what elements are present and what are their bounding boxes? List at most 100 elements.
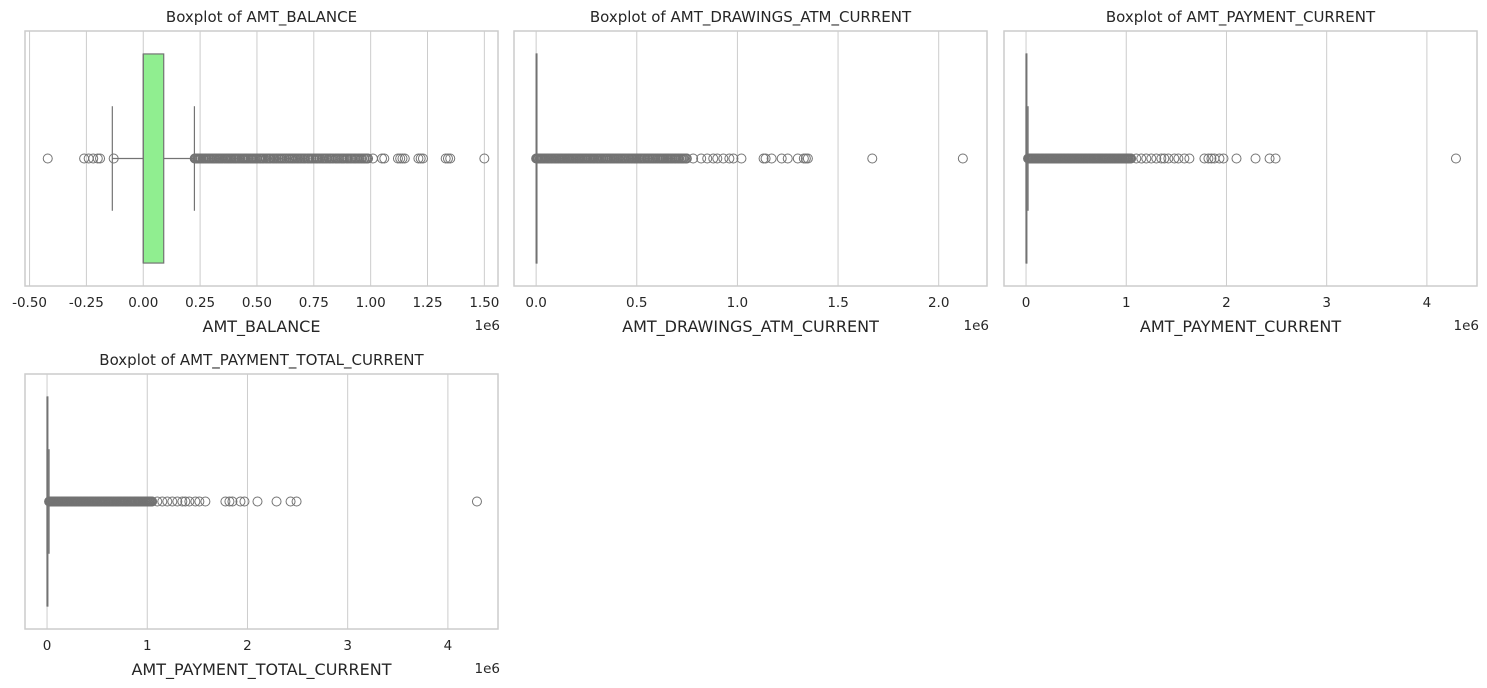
- outlier-point: [1264, 153, 1275, 164]
- outlier-point: [867, 153, 878, 164]
- outlier-point: [184, 496, 195, 507]
- outlier-point: [157, 496, 168, 507]
- outlier-point: [180, 496, 191, 507]
- boxplot-panel-1: -0.50 -0.25 0.00 0.25 0.50 0.75 1.00 1.25 1.50 Bo…: [12, 8, 500, 337]
- outlier-point: [1169, 153, 1180, 164]
- x-tick-label: 1.50: [469, 295, 499, 311]
- outlier-point: [1151, 153, 1162, 164]
- outlier-point: [445, 153, 456, 164]
- outlier-point: [291, 496, 302, 507]
- outlier-point: [782, 153, 793, 164]
- outlier-point: [285, 496, 296, 507]
- x-tick-label: 0.0: [525, 295, 546, 311]
- x-tick-label: 0.75: [299, 295, 329, 311]
- x-tick-label: 2: [243, 638, 252, 654]
- outlier-point: [95, 153, 106, 164]
- outlier-point: [1173, 153, 1184, 164]
- x-tick-label: 1.0: [727, 295, 748, 311]
- x-tick-label: 1.25: [412, 295, 442, 311]
- outlier-point: [363, 153, 374, 164]
- outlier-point: [1131, 153, 1142, 164]
- x-tick-label: 4: [1423, 295, 1432, 311]
- x-tick-label: 0.5: [626, 295, 647, 311]
- outlier-point: [172, 496, 183, 507]
- outlier-point: [147, 496, 158, 507]
- outlier-point: [239, 496, 250, 507]
- outlier-point: [1146, 153, 1157, 164]
- outlier-point: [399, 153, 410, 164]
- outlier-point: [1218, 153, 1229, 164]
- outlier-point: [227, 496, 238, 507]
- outlier-point: [479, 153, 490, 164]
- x-tick-label: 1: [143, 638, 152, 654]
- x-tick-label: 3: [1322, 295, 1331, 311]
- outlier-point: [766, 153, 777, 164]
- outlier-point: [1136, 153, 1147, 164]
- x-axis-label: AMT_BALANCE: [203, 317, 321, 337]
- iqr-box: [142, 53, 165, 264]
- outlier-point: [415, 153, 426, 164]
- x-tick-label: 0.00: [128, 295, 158, 311]
- outlier-point: [760, 153, 771, 164]
- outlier-point: [379, 153, 390, 164]
- outlier-point: [442, 153, 453, 164]
- x-tick-label: -0.25: [69, 295, 104, 311]
- outlier-point: [1270, 153, 1281, 164]
- outlier-point: [440, 153, 451, 164]
- outlier-point: [1126, 153, 1137, 164]
- outlier-point: [271, 496, 282, 507]
- outlier-point: [1156, 153, 1167, 164]
- outlier-point: [397, 153, 408, 164]
- outlier-point: [1206, 153, 1217, 164]
- outlier-point: [200, 496, 211, 507]
- outlier-point: [471, 496, 482, 507]
- outlier-point: [1141, 153, 1152, 164]
- outlier-point: [252, 496, 263, 507]
- x-tick-label: 4: [444, 638, 453, 654]
- outlier-point: [1179, 153, 1190, 164]
- outlier-point: [167, 496, 178, 507]
- x-axis-label: AMT_PAYMENT_TOTAL_CURRENT: [131, 660, 391, 680]
- outlier-point: [42, 153, 53, 164]
- outlier-point: [1184, 153, 1195, 164]
- outlier-point: [1231, 153, 1242, 164]
- outlier-point: [681, 153, 692, 164]
- x-tick-label: 2.0: [928, 295, 949, 311]
- outlier-point: [792, 153, 803, 164]
- outlier-point: [377, 153, 388, 164]
- chart-title: Boxplot of AMT_BALANCE: [166, 8, 357, 27]
- outlier-point: [162, 496, 173, 507]
- outlier-point: [736, 153, 747, 164]
- x-tick-label: 1.00: [356, 295, 386, 311]
- outlier-point: [702, 153, 713, 164]
- x-offset-text: 1e6: [964, 318, 989, 334]
- outlier-point: [696, 153, 707, 164]
- x-tick-label: 1: [1122, 295, 1131, 311]
- x-tick-label: 0: [1022, 295, 1031, 311]
- outlier-point: [392, 153, 403, 164]
- outlier-point: [177, 496, 188, 507]
- outlier-point: [152, 496, 163, 507]
- outlier-point: [688, 153, 699, 164]
- outlier-point: [802, 153, 813, 164]
- x-offset-text: 1e6: [475, 318, 500, 334]
- outlier-point: [1250, 153, 1261, 164]
- x-offset-text: 1e6: [475, 661, 500, 677]
- chart-title: Boxplot of AMT_PAYMENT_CURRENT: [1106, 8, 1376, 27]
- outlier-point: [190, 496, 201, 507]
- boxplot-panel-2: 0.0 0.5 1.0 1.5 2.0 Boxplot of AMT_DRAWINGS_A…: [513, 8, 989, 337]
- outlier-point: [728, 153, 739, 164]
- outlier-point: [712, 153, 723, 164]
- x-tick-label: 1.5: [827, 295, 848, 311]
- outlier-point: [395, 153, 406, 164]
- outlier-point: [957, 153, 968, 164]
- outlier-point: [220, 496, 231, 507]
- outlier-point: [413, 153, 424, 164]
- outlier-point: [92, 153, 103, 164]
- x-tick-label: 2: [1222, 295, 1231, 311]
- outlier-point: [1203, 153, 1214, 164]
- chart-title: Boxplot of AMT_DRAWINGS_ATM_CURRENT: [590, 8, 912, 27]
- chart-title: Boxplot of AMT_PAYMENT_TOTAL_CURRENT: [99, 351, 424, 370]
- x-offset-text: 1e6: [1454, 318, 1479, 334]
